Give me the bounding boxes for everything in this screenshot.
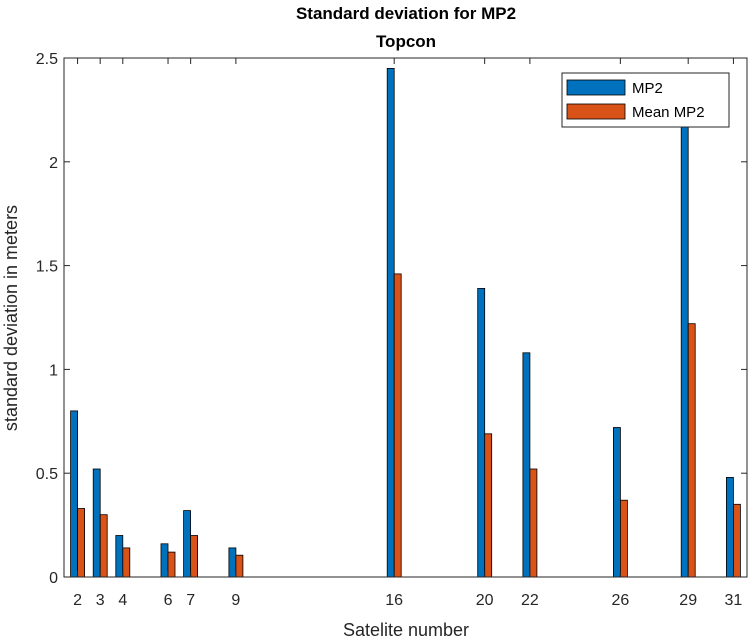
bar-mean-mp2-sat-2 bbox=[77, 508, 85, 578]
x-tick-label: 4 bbox=[118, 592, 127, 609]
legend-label-mp2: MP2 bbox=[632, 80, 663, 97]
x-tick-label: 29 bbox=[679, 592, 697, 609]
bar-mean-mp2-sat-9 bbox=[235, 554, 244, 578]
bar-mp2-sat-29 bbox=[680, 126, 689, 578]
bar-mean-mp2-sat-3 bbox=[99, 514, 108, 578]
bar-mp2-sat-4 bbox=[115, 535, 124, 578]
x-tick-label: 26 bbox=[611, 592, 629, 609]
y-axis: 0 0.5 1 1.5 2 2.5 bbox=[36, 51, 747, 587]
x-tick-label: 3 bbox=[96, 592, 105, 609]
y-tick-label: 1.5 bbox=[36, 259, 58, 276]
x-tick-label: 20 bbox=[476, 592, 494, 609]
legend-swatch-mean-mp2 bbox=[566, 103, 626, 120]
y-tick-label: 1 bbox=[49, 362, 58, 379]
x-tick-label: 9 bbox=[231, 592, 240, 609]
x-tick-label: 31 bbox=[725, 592, 743, 609]
legend-label-mean-mp2: Mean MP2 bbox=[632, 104, 705, 121]
chart-subtitle: Topcon bbox=[376, 32, 436, 51]
bar-mp2-sat-6 bbox=[160, 543, 169, 578]
x-axis: 2 3 4 6 7 9 16 20 22 26 29 31 bbox=[73, 58, 742, 609]
legend-swatch-mp2 bbox=[566, 79, 626, 96]
bar-mp2-sat-7 bbox=[183, 510, 192, 578]
x-tick-label: 2 bbox=[73, 592, 82, 609]
y-tick-label: 0.5 bbox=[36, 466, 58, 483]
y-tick-label: 2.5 bbox=[36, 51, 58, 68]
legend: MP2 Mean MP2 bbox=[561, 72, 730, 128]
y-tick-label: 2 bbox=[49, 155, 58, 172]
bar-mp2-sat-2 bbox=[70, 410, 78, 578]
x-tick-label: 22 bbox=[521, 592, 539, 609]
bars-group bbox=[70, 68, 741, 578]
bar-mean-mp2-sat-22 bbox=[529, 468, 538, 578]
x-tick-label: 6 bbox=[164, 592, 173, 609]
bar-mp2-sat-9 bbox=[228, 547, 237, 578]
bar-mean-mp2-sat-4 bbox=[122, 547, 131, 578]
bar-mean-mp2-sat-29 bbox=[687, 323, 696, 578]
x-tick-label: 16 bbox=[385, 592, 403, 609]
bar-mean-mp2-sat-7 bbox=[190, 535, 199, 578]
bar-mp2-sat-26 bbox=[613, 427, 621, 578]
chart-title: Standard deviation for MP2 bbox=[296, 4, 516, 23]
bar-mp2-sat-3 bbox=[92, 468, 101, 578]
bar-mp2-sat-31 bbox=[726, 476, 734, 578]
y-tick-label: 0 bbox=[49, 570, 58, 587]
x-axis-label: Satelite number bbox=[343, 620, 469, 639]
x-tick-label: 7 bbox=[186, 592, 195, 609]
bar-mp2-sat-16 bbox=[386, 68, 395, 578]
bar-mean-mp2-sat-31 bbox=[733, 503, 741, 578]
plot-area-frame bbox=[63, 57, 748, 578]
bar-mean-mp2-sat-6 bbox=[167, 551, 176, 578]
bar-mp2-sat-22 bbox=[522, 352, 531, 578]
y-axis-label: standard deviation in meters bbox=[1, 205, 21, 431]
bar-mean-mp2-sat-16 bbox=[393, 273, 402, 578]
bar-mp2-sat-20 bbox=[477, 287, 486, 578]
bar-mean-mp2-sat-20 bbox=[484, 433, 493, 578]
bar-mean-mp2-sat-26 bbox=[620, 499, 628, 578]
